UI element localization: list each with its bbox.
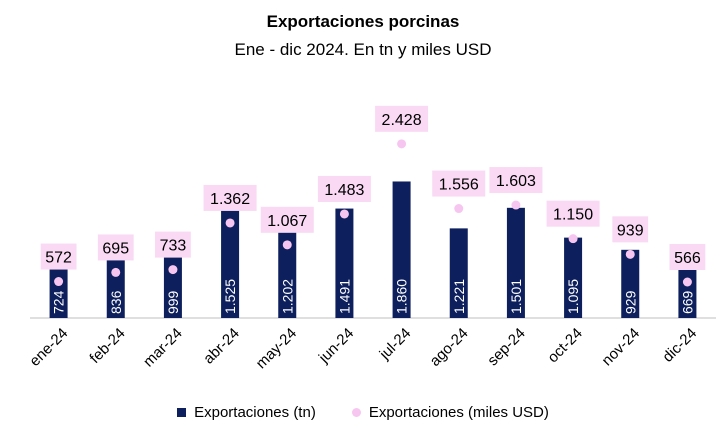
bar-tn: [221, 206, 240, 318]
point-label-box: [97, 234, 134, 261]
bar-label-tn: 669: [679, 290, 695, 314]
legend-item-usd: Exportaciones (miles USD): [351, 404, 549, 421]
point-label-usd: 1.603: [496, 173, 536, 190]
bar-label-tn: 1.202: [279, 279, 295, 314]
bar-tn: [49, 264, 68, 318]
bar-label-tn: 1.860: [394, 279, 410, 314]
bar-label-tn: 724: [51, 290, 67, 314]
bar-tn: [506, 207, 525, 318]
x-tick-label: jul-24: [376, 325, 415, 364]
x-tick-label: may-24: [253, 325, 300, 372]
bar-label-tn: 836: [108, 290, 124, 314]
point-label-box: [612, 216, 649, 243]
point-label-usd: 572: [45, 250, 72, 267]
point-usd: [111, 267, 121, 277]
point-usd: [339, 209, 349, 219]
point-label-usd: 733: [160, 238, 187, 255]
bar-label-tn: 1.501: [508, 279, 524, 314]
chart-title: Exportaciones porcinas: [266, 12, 460, 31]
point-label-usd: 1.483: [324, 182, 364, 199]
bar-label-tn: 999: [165, 290, 181, 314]
point-label-box: [317, 175, 371, 202]
point-label-usd: 1.556: [439, 177, 479, 194]
legend-dot-swatch: [351, 408, 361, 417]
point-label-box: [203, 184, 257, 211]
chart-plot: 724 572 ene-24 836 695 feb-24 999 733 mar-24 1.52…: [26, 105, 716, 372]
legend-label-usd: Exportaciones (miles USD): [368, 404, 549, 421]
bar-tn: [449, 228, 468, 318]
bar-tn: [278, 229, 297, 318]
x-tick-label: nov-24: [599, 325, 643, 369]
point-label-box: [40, 243, 77, 270]
chart-subtitle: Ene - dic 2024. En tn y miles USD: [234, 40, 492, 59]
point-usd: [54, 277, 64, 287]
bar-tn: [163, 244, 182, 318]
point-usd: [625, 249, 635, 259]
point-label-usd: 695: [102, 240, 129, 257]
point-usd: [454, 204, 464, 214]
bar-tn: [335, 208, 354, 318]
bar-tn: [106, 256, 125, 318]
x-tick-label: mar-24: [140, 325, 186, 371]
bar-tn: [392, 181, 411, 318]
point-usd: [511, 200, 521, 210]
bar-label-tn: 1.221: [451, 279, 467, 314]
bar-tn: [564, 237, 583, 318]
point-label-box: [432, 170, 486, 197]
point-label-usd: 1.150: [553, 207, 593, 224]
point-label-box: [155, 231, 191, 258]
legend-bar-swatch: [177, 408, 187, 417]
point-label-usd: 566: [674, 250, 701, 267]
point-usd: [225, 218, 235, 228]
point-label-usd: 939: [617, 222, 644, 239]
bar-tn: [678, 268, 697, 318]
legend-label-tn: Exportaciones (tn): [194, 404, 316, 421]
x-tick-label: dic-24: [659, 325, 700, 366]
x-tick-label: feb-24: [86, 325, 128, 367]
x-tick-label: ene-24: [26, 325, 71, 370]
bar-label-tn: 1.491: [336, 279, 352, 314]
point-label-box: [375, 105, 429, 132]
bar-tn: [621, 249, 640, 318]
x-tick-label: jun-24: [315, 325, 357, 367]
point-label-box: [260, 206, 314, 233]
point-usd: [397, 139, 407, 149]
point-usd: [568, 234, 578, 244]
point-usd: [282, 240, 292, 250]
point-label-usd: 1.362: [210, 191, 250, 208]
point-label-box: [546, 200, 600, 227]
point-label-box: [489, 167, 543, 194]
point-usd: [168, 265, 178, 275]
legend-item-tn: Exportaciones (tn): [177, 404, 316, 421]
bar-label-tn: 1.095: [565, 279, 581, 314]
x-tick-label: abr-24: [200, 325, 243, 368]
bar-label-tn: 1.525: [222, 279, 238, 314]
x-tick-label: ago-24: [427, 325, 472, 370]
point-label-usd: 1.067: [267, 213, 307, 230]
bar-label-tn: 929: [622, 290, 638, 314]
point-usd: [682, 277, 692, 287]
point-label-box: [669, 244, 706, 271]
x-tick-label: oct-24: [544, 325, 586, 367]
point-label-usd: 2.428: [382, 112, 422, 129]
x-tick-label: sep-24: [484, 325, 528, 369]
chart-legend: Exportaciones (tn) Exportaciones (miles …: [0, 404, 726, 421]
